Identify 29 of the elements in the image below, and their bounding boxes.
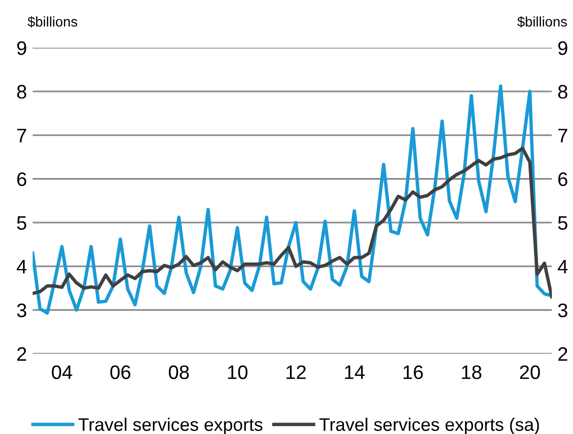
x-tick-label: 14 — [345, 366, 365, 379]
y-tick-label: 7 — [17, 128, 26, 142]
y-tick-label: 3 — [17, 303, 26, 318]
y2-tick-label: 9 — [558, 41, 568, 55]
x-tick-label: 12 — [286, 365, 306, 379]
y2-tick-label: 4 — [558, 260, 568, 274]
y-tick-label: 2 — [17, 347, 26, 361]
y-tick-label: 6 — [17, 172, 26, 186]
y2-tick-label: 2 — [558, 347, 568, 361]
y2-axis-title: $billions — [517, 16, 567, 28]
y-tick-label: 9 — [17, 41, 26, 55]
x-tick-label: 16 — [404, 365, 423, 380]
x-tick-label: 06 — [110, 365, 130, 380]
y-tick-label: 8 — [17, 84, 26, 99]
y-axis-title: $billions — [28, 16, 78, 28]
line-series — [32, 146, 552, 299]
y2-tick-label: 7 — [558, 128, 568, 142]
x-tick-label: 04 — [52, 365, 72, 380]
y-tick-label: 4 — [16, 260, 27, 274]
x-tick-label: 18 — [462, 365, 482, 380]
x-tick-label: 10 — [228, 365, 248, 380]
x-tick-label: 08 — [168, 365, 189, 380]
y2-tick-label: 8 — [558, 84, 568, 99]
y2-tick-label: 5 — [558, 216, 568, 230]
line-series — [32, 84, 552, 315]
x-tick-label: 20 — [520, 365, 540, 380]
y-tick-label: 5 — [17, 216, 26, 230]
y2-tick-label: 3 — [558, 303, 568, 318]
y2-tick-label: 6 — [558, 172, 568, 186]
